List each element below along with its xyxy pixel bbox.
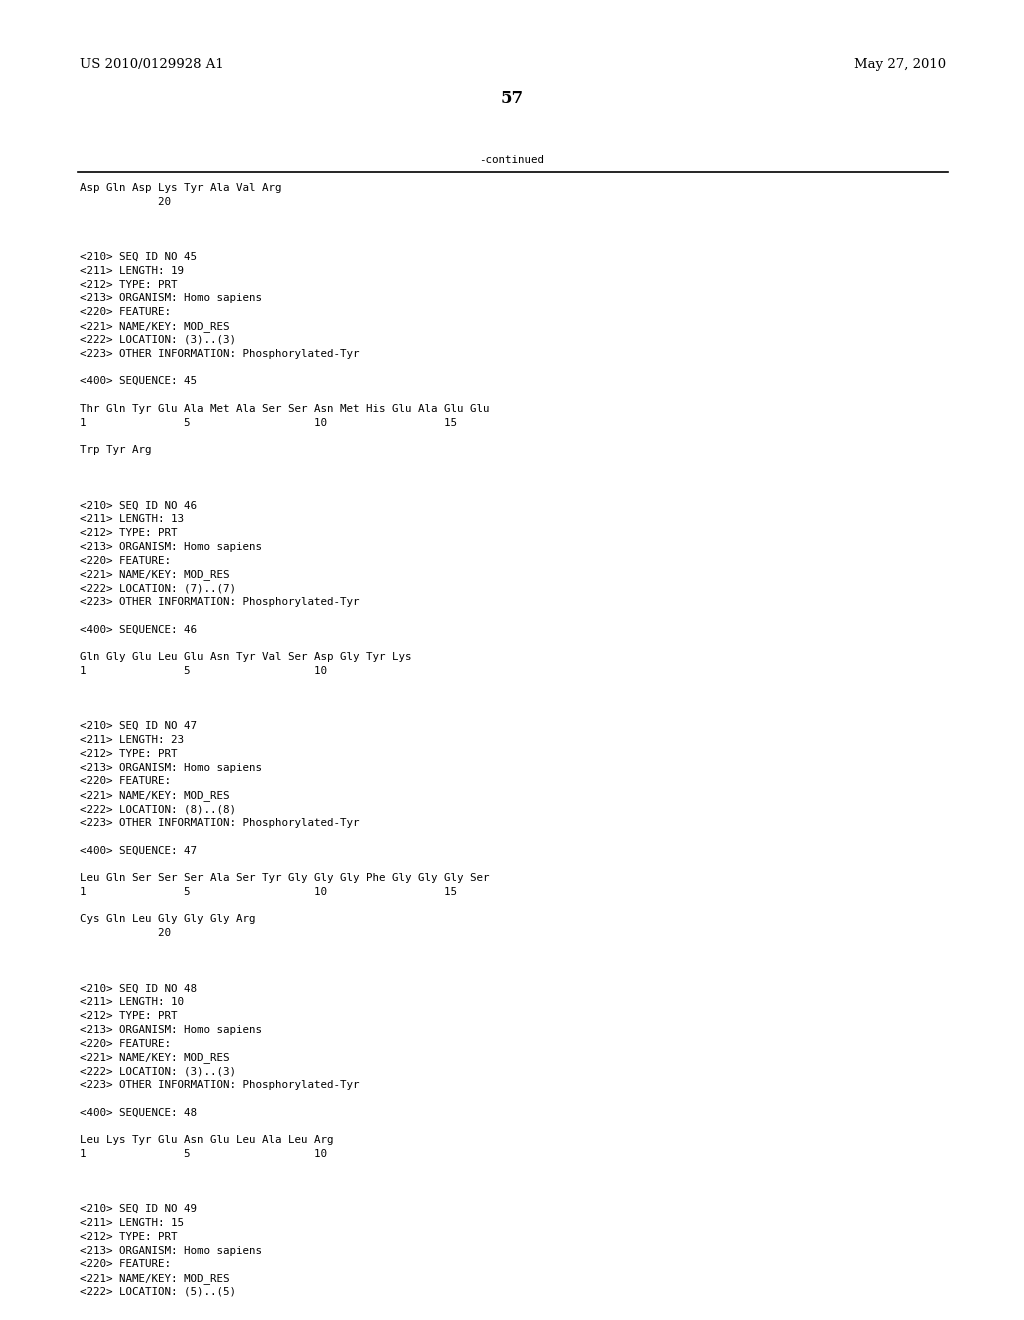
- Text: <400> SEQUENCE: 47: <400> SEQUENCE: 47: [80, 845, 197, 855]
- Text: US 2010/0129928 A1: US 2010/0129928 A1: [80, 58, 224, 71]
- Text: <211> LENGTH: 19: <211> LENGTH: 19: [80, 265, 184, 276]
- Text: <213> ORGANISM: Homo sapiens: <213> ORGANISM: Homo sapiens: [80, 541, 262, 552]
- Text: 1               5                   10                  15: 1 5 10 15: [80, 887, 457, 896]
- Text: <221> NAME/KEY: MOD_RES: <221> NAME/KEY: MOD_RES: [80, 1052, 229, 1064]
- Text: 57: 57: [501, 90, 523, 107]
- Text: <212> TYPE: PRT: <212> TYPE: PRT: [80, 1232, 177, 1242]
- Text: Trp Tyr Arg: Trp Tyr Arg: [80, 445, 152, 455]
- Text: <223> OTHER INFORMATION: Phosphorylated-Tyr: <223> OTHER INFORMATION: Phosphorylated-…: [80, 348, 359, 359]
- Text: Cys Gln Leu Gly Gly Gly Arg: Cys Gln Leu Gly Gly Gly Arg: [80, 915, 256, 924]
- Text: <220> FEATURE:: <220> FEATURE:: [80, 308, 171, 317]
- Text: <223> OTHER INFORMATION: Phosphorylated-Tyr: <223> OTHER INFORMATION: Phosphorylated-…: [80, 597, 359, 607]
- Text: <220> FEATURE:: <220> FEATURE:: [80, 776, 171, 787]
- Text: <210> SEQ ID NO 46: <210> SEQ ID NO 46: [80, 500, 197, 511]
- Text: <212> TYPE: PRT: <212> TYPE: PRT: [80, 1011, 177, 1020]
- Text: <213> ORGANISM: Homo sapiens: <213> ORGANISM: Homo sapiens: [80, 1024, 262, 1035]
- Text: 1               5                   10: 1 5 10: [80, 667, 327, 676]
- Text: <222> LOCATION: (8)..(8): <222> LOCATION: (8)..(8): [80, 804, 236, 814]
- Text: Leu Gln Ser Ser Ser Ala Ser Tyr Gly Gly Gly Phe Gly Gly Gly Ser: Leu Gln Ser Ser Ser Ala Ser Tyr Gly Gly …: [80, 873, 489, 883]
- Text: <400> SEQUENCE: 46: <400> SEQUENCE: 46: [80, 624, 197, 635]
- Text: <221> NAME/KEY: MOD_RES: <221> NAME/KEY: MOD_RES: [80, 321, 229, 331]
- Text: <400> SEQUENCE: 45: <400> SEQUENCE: 45: [80, 376, 197, 387]
- Text: <221> NAME/KEY: MOD_RES: <221> NAME/KEY: MOD_RES: [80, 569, 229, 581]
- Text: <222> LOCATION: (3)..(3): <222> LOCATION: (3)..(3): [80, 1067, 236, 1076]
- Text: <223> OTHER INFORMATION: Phosphorylated-Tyr: <223> OTHER INFORMATION: Phosphorylated-…: [80, 818, 359, 828]
- Text: <211> LENGTH: 10: <211> LENGTH: 10: [80, 997, 184, 1007]
- Text: Thr Gln Tyr Glu Ala Met Ala Ser Ser Asn Met His Glu Ala Glu Glu: Thr Gln Tyr Glu Ala Met Ala Ser Ser Asn …: [80, 404, 489, 413]
- Text: <212> TYPE: PRT: <212> TYPE: PRT: [80, 748, 177, 759]
- Text: <213> ORGANISM: Homo sapiens: <213> ORGANISM: Homo sapiens: [80, 1246, 262, 1255]
- Text: <220> FEATURE:: <220> FEATURE:: [80, 556, 171, 565]
- Text: <213> ORGANISM: Homo sapiens: <213> ORGANISM: Homo sapiens: [80, 763, 262, 772]
- Text: 20: 20: [80, 197, 171, 207]
- Text: May 27, 2010: May 27, 2010: [854, 58, 946, 71]
- Text: 20: 20: [80, 928, 171, 939]
- Text: <210> SEQ ID NO 47: <210> SEQ ID NO 47: [80, 721, 197, 731]
- Text: <220> FEATURE:: <220> FEATURE:: [80, 1259, 171, 1270]
- Text: <222> LOCATION: (3)..(3): <222> LOCATION: (3)..(3): [80, 335, 236, 345]
- Text: <221> NAME/KEY: MOD_RES: <221> NAME/KEY: MOD_RES: [80, 791, 229, 801]
- Text: <210> SEQ ID NO 49: <210> SEQ ID NO 49: [80, 1204, 197, 1214]
- Text: <212> TYPE: PRT: <212> TYPE: PRT: [80, 528, 177, 539]
- Text: Leu Lys Tyr Glu Asn Glu Leu Ala Leu Arg: Leu Lys Tyr Glu Asn Glu Leu Ala Leu Arg: [80, 1135, 334, 1146]
- Text: <222> LOCATION: (7)..(7): <222> LOCATION: (7)..(7): [80, 583, 236, 593]
- Text: <210> SEQ ID NO 45: <210> SEQ ID NO 45: [80, 252, 197, 261]
- Text: <400> SEQUENCE: 48: <400> SEQUENCE: 48: [80, 1107, 197, 1118]
- Text: <212> TYPE: PRT: <212> TYPE: PRT: [80, 280, 177, 289]
- Text: <211> LENGTH: 23: <211> LENGTH: 23: [80, 735, 184, 744]
- Text: 1               5                   10: 1 5 10: [80, 1148, 327, 1159]
- Text: Gln Gly Glu Leu Glu Asn Tyr Val Ser Asp Gly Tyr Lys: Gln Gly Glu Leu Glu Asn Tyr Val Ser Asp …: [80, 652, 412, 663]
- Text: <220> FEATURE:: <220> FEATURE:: [80, 1039, 171, 1048]
- Text: <211> LENGTH: 13: <211> LENGTH: 13: [80, 515, 184, 524]
- Text: <223> OTHER INFORMATION: Phosphorylated-Tyr: <223> OTHER INFORMATION: Phosphorylated-…: [80, 1080, 359, 1090]
- Text: <210> SEQ ID NO 48: <210> SEQ ID NO 48: [80, 983, 197, 994]
- Text: 1               5                   10                  15: 1 5 10 15: [80, 417, 457, 428]
- Text: <221> NAME/KEY: MOD_RES: <221> NAME/KEY: MOD_RES: [80, 1274, 229, 1284]
- Text: Asp Gln Asp Lys Tyr Ala Val Arg: Asp Gln Asp Lys Tyr Ala Val Arg: [80, 183, 282, 193]
- Text: <211> LENGTH: 15: <211> LENGTH: 15: [80, 1218, 184, 1228]
- Text: -continued: -continued: [479, 154, 545, 165]
- Text: <222> LOCATION: (5)..(5): <222> LOCATION: (5)..(5): [80, 1287, 236, 1298]
- Text: <213> ORGANISM: Homo sapiens: <213> ORGANISM: Homo sapiens: [80, 293, 262, 304]
